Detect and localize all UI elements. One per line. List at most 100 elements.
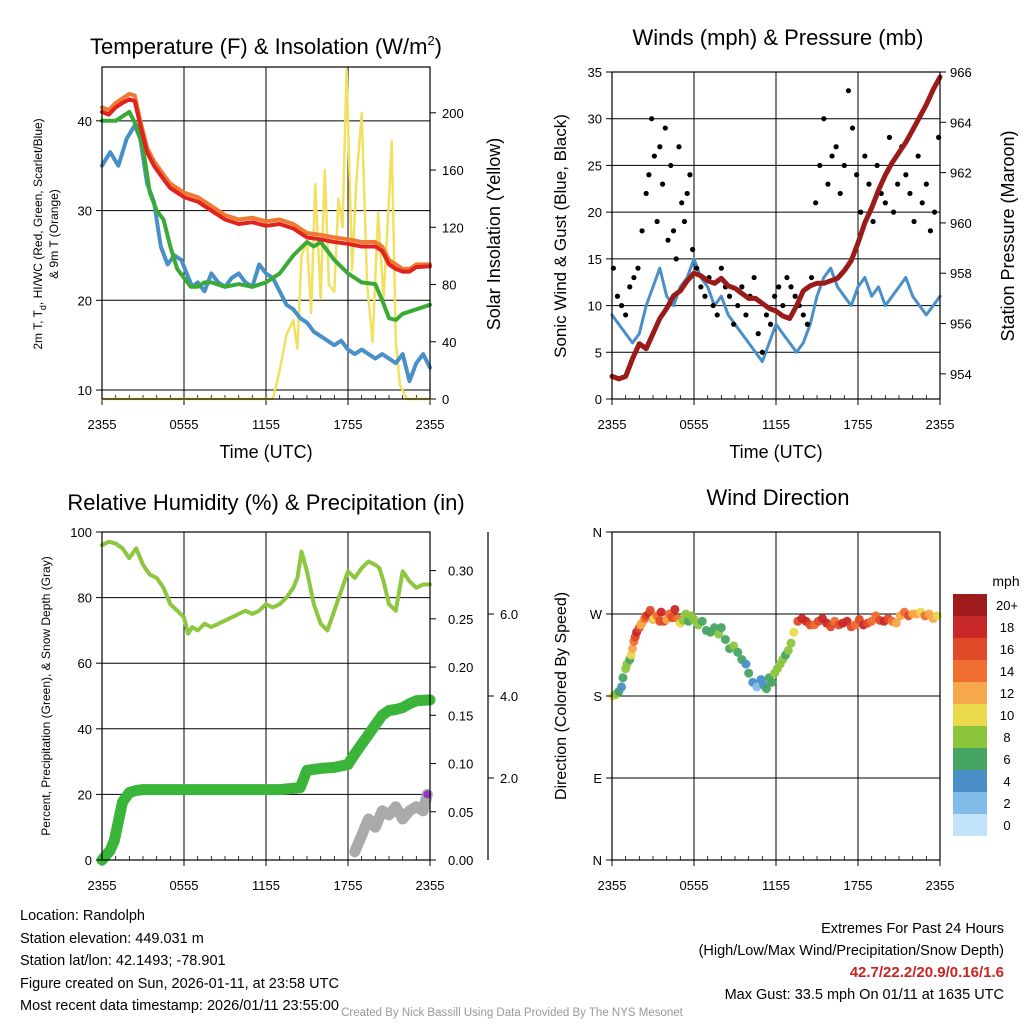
elevation-label: Station elevation: 449.031 m	[20, 930, 204, 947]
y-label-part: , HI/WC (Red, Green, Scarlet/Blue)	[31, 118, 45, 305]
extremes-title: Extremes For Past 24 Hours	[821, 921, 1004, 937]
colorbar-label: 12	[1000, 686, 1014, 701]
x-tick-label: 2355	[926, 417, 955, 432]
y2-tick-label: 964	[950, 115, 972, 130]
gust-point	[780, 302, 786, 309]
x-tick-label: 1155	[762, 878, 790, 893]
x-tick-label: 1755	[334, 417, 363, 432]
x-tick-label: 0555	[170, 878, 199, 893]
gust-point	[829, 153, 835, 159]
gust-point	[931, 209, 938, 215]
direction-point	[720, 635, 730, 645]
series-line-station-pressure	[609, 74, 943, 382]
y-tick-label: 25	[588, 158, 602, 173]
precip-tick-label: 0.25	[448, 612, 473, 627]
x-tick-label: 2355	[88, 417, 117, 432]
colorbar-label: 10	[1000, 708, 1014, 723]
colorbar-label: 16	[1000, 642, 1014, 657]
colorbar-label: 20+	[996, 598, 1018, 613]
colorbar-swatch	[953, 616, 987, 638]
x-tick-label: 2355	[416, 878, 445, 893]
y2-tick-label: 962	[950, 166, 972, 181]
precip-tick-label: 0.20	[448, 660, 473, 675]
series-line-2m-t	[100, 97, 432, 274]
x-tick-label: 1755	[844, 417, 873, 432]
gust-point	[631, 274, 637, 281]
gust-point	[890, 209, 897, 215]
x-axis-label: Time (UTC)	[729, 442, 822, 462]
gust-point	[833, 144, 839, 150]
gust-point	[763, 312, 770, 318]
direction-point	[617, 682, 627, 692]
direction-point	[891, 618, 901, 628]
x-tick-label: 1755	[334, 878, 363, 893]
gust-point	[665, 237, 671, 243]
y-tick-label: 30	[78, 204, 92, 219]
gust-point	[772, 293, 778, 299]
gust-point	[643, 190, 649, 197]
precip-tick-label: 0.30	[448, 564, 473, 579]
y-tick-label: W	[590, 607, 603, 622]
snow-latest-point	[423, 790, 432, 799]
y-tick-label: 30	[588, 112, 602, 127]
x-tick-label: 2355	[926, 878, 955, 893]
created-label: Figure created on Sun, 2026-01-11, at 23…	[20, 975, 339, 992]
direction-point	[710, 623, 719, 633]
direction-point	[645, 605, 655, 615]
gust-point	[684, 190, 690, 197]
direction-point	[744, 668, 754, 678]
direction-point	[741, 659, 751, 669]
colorbar-swatch	[953, 814, 987, 836]
gust-point	[825, 181, 831, 187]
colorbar-swatch	[953, 726, 987, 748]
precip-tick-label: 0.00	[448, 853, 473, 868]
plot-frame	[101, 66, 431, 400]
y-tick-label: 20	[78, 293, 92, 308]
plots-group: Temperature (F) & Insolation (W/m2)2355 0…	[31, 25, 1020, 893]
direction-point	[697, 616, 707, 626]
gust-point	[886, 134, 893, 140]
y-tick-label: S	[593, 689, 602, 704]
direction-point	[767, 677, 777, 687]
chart-title: Winds (mph) & Pressure (mb)	[633, 25, 924, 50]
x-tick-label: 1755	[844, 878, 873, 893]
extremes-panel: Extremes For Past 24 Hours (High/Low/Max…	[699, 918, 1004, 1006]
direction-point	[656, 607, 666, 617]
y-tick-label: 20	[78, 787, 92, 802]
direction-point	[752, 682, 762, 692]
x-tick-label: 0555	[680, 878, 709, 893]
gust-point	[702, 293, 708, 299]
gust-point	[651, 153, 657, 159]
extremes-values: 42.7/22.2/20.9/0.16/1.6	[849, 964, 1004, 981]
direction-point	[670, 604, 680, 614]
y-label-sub: d	[38, 305, 48, 310]
y2-tick-label: 966	[950, 65, 972, 80]
gust-point	[759, 349, 765, 355]
gust-point	[710, 302, 716, 309]
chart-title: Wind Direction	[706, 485, 849, 510]
colorbar-label: 6	[1003, 752, 1010, 767]
y2-tick-label: 958	[950, 266, 972, 281]
gust-point	[623, 312, 629, 318]
direction-point	[786, 638, 796, 648]
gust-point	[676, 144, 682, 150]
y2-axis-label: Solar Insolation (Yellow)	[484, 138, 504, 330]
gust-point	[718, 265, 724, 271]
y-tick-label: 10	[588, 299, 602, 314]
y-axis-label-line2: & 9m T (Orange)	[47, 189, 61, 279]
y-axis-label: Sonic Wind & Gust (Blue, Black)	[551, 114, 570, 358]
gust-point	[673, 256, 679, 262]
colorbar-swatch	[953, 770, 987, 792]
gust-point	[841, 162, 847, 169]
gust-point	[788, 284, 794, 290]
direction-point	[716, 623, 726, 633]
gust-point	[882, 200, 888, 206]
x-tick-label: 2355	[598, 878, 627, 893]
station-info: Location: Randolph Station elevation: 44…	[20, 905, 339, 1018]
snow-tick-label: 2.0	[500, 771, 518, 786]
gust-point	[784, 274, 790, 281]
gust-point	[767, 321, 774, 327]
gust-point	[654, 218, 660, 225]
plot-frame	[611, 71, 941, 400]
precip-tick-label: 0.15	[448, 708, 473, 723]
